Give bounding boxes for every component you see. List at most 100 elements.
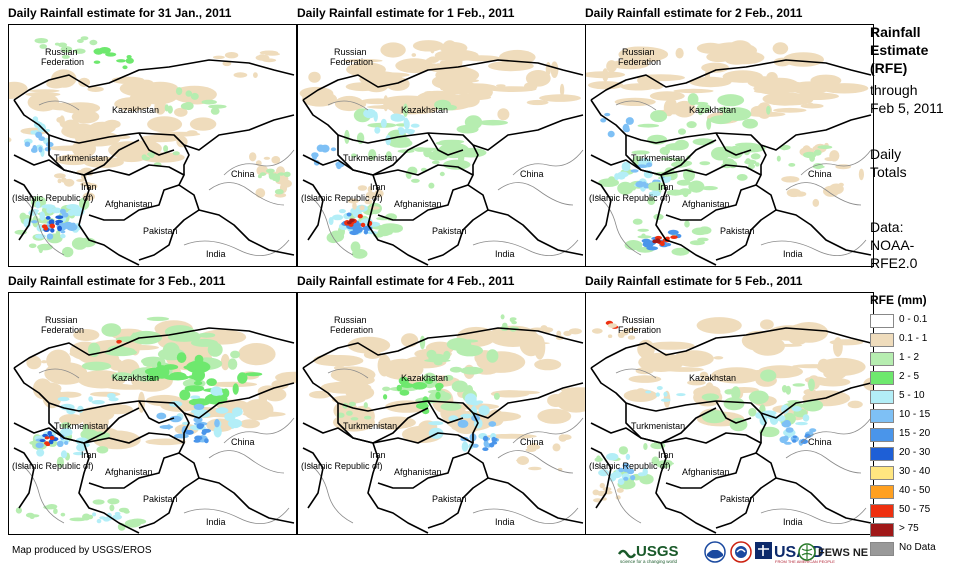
rainfall-patch bbox=[184, 385, 205, 392]
rainfall-patch bbox=[349, 230, 359, 236]
rainfall-patch bbox=[637, 228, 649, 232]
rainfall-patch bbox=[61, 177, 67, 183]
rainfall-patch bbox=[39, 211, 46, 221]
country-border bbox=[590, 327, 872, 369]
rainfall-patch bbox=[552, 443, 561, 452]
rainfall-patch bbox=[627, 335, 636, 340]
rainfall-patch bbox=[465, 385, 473, 395]
rainfall-patch bbox=[451, 380, 468, 393]
rainfall-patch bbox=[404, 119, 410, 130]
country-label-russia_1: Russian bbox=[622, 315, 655, 325]
rainfall-patch bbox=[159, 425, 174, 429]
rainfall-patch bbox=[734, 142, 758, 147]
rainfall-patch bbox=[411, 178, 420, 183]
rainfall-patch bbox=[357, 185, 368, 191]
rainfall-patch bbox=[464, 115, 483, 130]
country-border bbox=[302, 422, 429, 534]
rainfall-patch bbox=[210, 386, 223, 396]
rainfall-patch bbox=[741, 330, 777, 351]
legend-item: > 75 bbox=[870, 521, 965, 540]
rainfall-patch bbox=[373, 111, 378, 122]
country-label-china: China bbox=[808, 437, 832, 447]
rainfall-patch bbox=[73, 48, 86, 54]
country-border bbox=[138, 132, 175, 156]
rainfall-patch bbox=[188, 398, 211, 406]
rainfall-patch bbox=[174, 433, 189, 439]
rainfall-patch bbox=[108, 397, 119, 402]
rainfall-patch bbox=[588, 81, 624, 90]
rainfall-patch bbox=[759, 77, 800, 94]
rainfall-patch bbox=[29, 514, 35, 519]
rainfall-patch bbox=[760, 319, 774, 330]
panel-title: Daily Rainfall estimate for 1 Feb., 2011 bbox=[297, 6, 515, 20]
rainfall-patch bbox=[79, 237, 96, 248]
country-label-india: India bbox=[495, 249, 515, 259]
rainfall-patch bbox=[537, 408, 572, 424]
map-credit: Map produced by USGS/EROS bbox=[12, 545, 152, 556]
usgs-tagline: science for a changing world bbox=[620, 559, 678, 564]
rainfall-patch bbox=[558, 434, 567, 442]
rainfall-patch bbox=[781, 176, 800, 183]
rainfall-patch bbox=[179, 389, 191, 401]
country-label-iran_1: Iran bbox=[370, 182, 386, 192]
rainfall-patch bbox=[81, 361, 112, 371]
rainfall-map: Russian Federation Kazakhstan Turkmenistan C… bbox=[297, 292, 586, 535]
rainfall-patch bbox=[242, 399, 274, 421]
country-border bbox=[198, 209, 295, 256]
rainfall-patch bbox=[617, 174, 626, 180]
rainfall-patch bbox=[271, 175, 278, 181]
country-border bbox=[775, 477, 872, 524]
rainfall-patch bbox=[673, 350, 714, 367]
rainfall-patch bbox=[443, 159, 471, 170]
rainfall-patch bbox=[146, 316, 170, 321]
legend-item: 0 - 0.1 bbox=[870, 312, 965, 331]
legend-label: 20 - 30 bbox=[899, 447, 931, 458]
rainfall-patch bbox=[60, 512, 66, 517]
legend-swatch bbox=[870, 352, 894, 366]
rainfall-patch bbox=[93, 48, 104, 55]
rainfall-patch bbox=[676, 393, 686, 397]
rainfall-patch bbox=[224, 62, 231, 66]
legend-label: 10 - 15 bbox=[899, 409, 931, 420]
rainfall-patch bbox=[829, 339, 864, 346]
rainfall-patch bbox=[207, 342, 223, 357]
rainfall-patch bbox=[731, 386, 741, 400]
rainfall-patch bbox=[477, 119, 508, 126]
rainfall-patch bbox=[793, 191, 807, 197]
legend-swatch bbox=[870, 542, 894, 556]
rainfall-patch bbox=[673, 100, 696, 118]
rainfall-patch bbox=[714, 325, 731, 331]
rainfall-patch bbox=[91, 400, 105, 405]
rainfall-patch bbox=[141, 154, 147, 160]
rainfall-patch bbox=[701, 62, 729, 73]
rainfall-patch bbox=[201, 430, 207, 435]
country-border bbox=[427, 184, 489, 261]
minor-border-line bbox=[615, 368, 657, 379]
rainfall-patch bbox=[60, 428, 73, 437]
country-border bbox=[13, 179, 35, 241]
rainfall-patch bbox=[344, 129, 350, 144]
country-label-pakistan: Pakistan bbox=[143, 226, 178, 236]
rainfall-patch bbox=[338, 209, 346, 214]
country-border bbox=[13, 327, 295, 369]
rainfall-patch bbox=[215, 407, 229, 414]
rainfall-patch bbox=[73, 329, 100, 341]
side-totals-2: Totals bbox=[870, 164, 907, 180]
legend: 0 - 0.1 0.1 - 1 1 - 2 2 - 5 5 - 10 10 - 15 15 … bbox=[870, 312, 965, 559]
side-date: Feb 5, 2011 bbox=[870, 100, 944, 116]
rainfall-patch bbox=[385, 151, 392, 161]
legend-label: 0.1 - 1 bbox=[899, 333, 928, 344]
rainfall-patch bbox=[369, 206, 380, 210]
rainfall-patch bbox=[398, 376, 409, 386]
rainfall-patch bbox=[399, 389, 410, 396]
rainfall-patch bbox=[622, 462, 630, 469]
rainfall-patch bbox=[194, 435, 203, 441]
rainfall-patch bbox=[47, 430, 52, 436]
country-label-china: China bbox=[520, 169, 544, 179]
country-border bbox=[715, 184, 777, 261]
rainfall-patch bbox=[497, 108, 510, 121]
rainfall-patch bbox=[41, 204, 56, 209]
rainfall-patch bbox=[330, 147, 337, 152]
minor-border-line bbox=[615, 100, 657, 111]
